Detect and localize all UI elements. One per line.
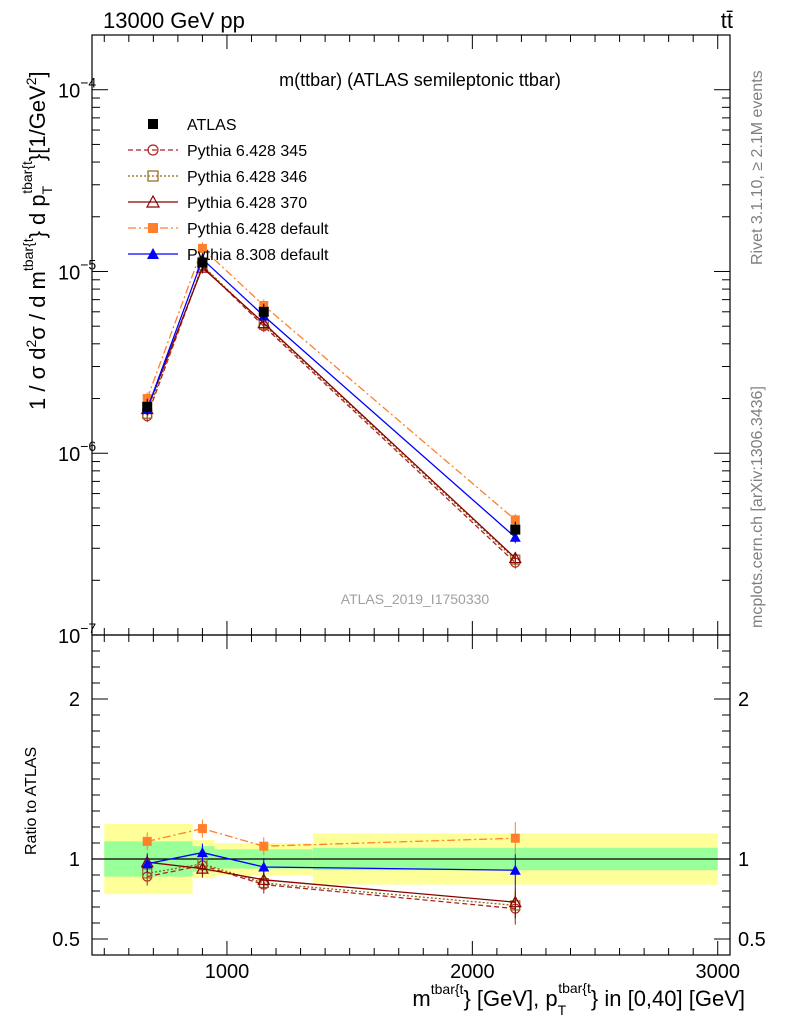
series-line bbox=[146, 264, 516, 564]
y-tick-label: 10−7 bbox=[58, 620, 96, 648]
ratio-line bbox=[147, 861, 516, 903]
ratio-y-tick-label-left: 0.5 bbox=[52, 929, 80, 951]
legend: ATLAS Pythia 6.428 345 Pythia 6.428 346 Pyt… bbox=[128, 117, 329, 264]
ratio-point bbox=[141, 858, 153, 869]
data-point bbox=[510, 524, 521, 535]
ratio-point bbox=[195, 861, 209, 874]
ratio-series-4 bbox=[141, 843, 521, 887]
y-tick-label: 10−4 bbox=[58, 75, 96, 103]
legend-marker bbox=[145, 194, 161, 208]
ratio-point bbox=[142, 836, 152, 846]
series-line bbox=[146, 266, 516, 559]
legend-entry-1: Pythia 6.428 345 bbox=[128, 143, 307, 160]
legend-entry-3: Pythia 6.428 370 bbox=[128, 194, 307, 212]
data-point bbox=[197, 243, 207, 253]
legend-marker bbox=[148, 223, 158, 233]
ratio-point bbox=[197, 824, 207, 834]
legend-marker bbox=[147, 144, 159, 156]
ratio-point bbox=[508, 895, 522, 908]
legend-entry-4: Pythia 6.428 default bbox=[128, 221, 329, 238]
main-series-0 bbox=[142, 254, 521, 538]
series-line bbox=[146, 257, 516, 538]
main-series-4 bbox=[142, 242, 520, 526]
ratio-point bbox=[257, 873, 271, 885]
ratio-point bbox=[510, 833, 520, 843]
main-series-5 bbox=[141, 253, 521, 544]
series-line bbox=[146, 247, 516, 521]
x-axis-title: mtbar{t} [GeV], pTtbar{t} in [0,40] [GeV… bbox=[412, 980, 745, 1018]
ratio-point bbox=[509, 864, 521, 875]
uncertainty-bands bbox=[92, 823, 730, 895]
main-y-axis-title: 1 / σ d2σ / d mtbar{t} d pTtbar{t}[1/GeV… bbox=[19, 71, 55, 410]
process-label: tt̄ bbox=[721, 8, 733, 33]
main-series-1 bbox=[142, 260, 521, 569]
y-tick-label: 10−6 bbox=[58, 438, 96, 466]
legend-entry-2: Pythia 6.428 346 bbox=[128, 169, 307, 186]
x-tick-label: 1000 bbox=[205, 961, 250, 983]
data-point bbox=[508, 551, 522, 564]
energy-label: 13000 GeV pp bbox=[103, 8, 245, 33]
source-url-label: mcplots.cern.ch [arXiv:1306.3436] bbox=[749, 386, 766, 628]
ratio-point bbox=[258, 861, 270, 872]
legend-label: Pythia 6.428 370 bbox=[187, 195, 307, 212]
ratio-y-tick-label-right: 0.5 bbox=[738, 929, 766, 951]
legend-entry-5: Pythia 8.308 default bbox=[128, 247, 329, 264]
svg-text:1 / σ d2σ / d mtbar{t} d pTtba: 1 / σ d2σ / d mtbar{t} d pTtbar{t}[1/GeV… bbox=[19, 71, 55, 410]
data-point bbox=[257, 316, 271, 329]
ratio-point bbox=[196, 847, 208, 858]
ratio-point bbox=[259, 841, 269, 851]
chart-title: m(ttbar) (ATLAS semileptonic ttbar) bbox=[279, 70, 561, 90]
ratio-plot-frame bbox=[91, 634, 731, 956]
legend-label: Pythia 6.428 346 bbox=[187, 169, 307, 186]
y-tick-label: 10−5 bbox=[58, 256, 96, 284]
ratio-line bbox=[147, 851, 516, 871]
ratio-y-axis-title: Ratio to ATLAS bbox=[23, 747, 40, 855]
legend-marker bbox=[147, 248, 159, 259]
legend-label: Pythia 8.308 default bbox=[187, 247, 329, 264]
analysis-watermark: ATLAS_2019_I1750330 bbox=[341, 591, 490, 607]
rivet-version-label: Rivet 3.1.10, ≥ 2.1M events bbox=[749, 70, 766, 265]
data-point bbox=[142, 401, 153, 412]
data-point bbox=[510, 515, 520, 525]
ratio-y-tick-label-left: 2 bbox=[69, 689, 80, 711]
x-tick-label: 2000 bbox=[450, 961, 495, 983]
legend-label: Pythia 6.428 345 bbox=[187, 143, 307, 160]
legend-label: Pythia 6.428 default bbox=[187, 221, 329, 238]
data-point bbox=[258, 306, 269, 317]
legend-entry-0: ATLAS bbox=[148, 117, 237, 134]
series-line bbox=[146, 264, 516, 561]
main-series-2 bbox=[142, 259, 521, 566]
legend-marker bbox=[147, 170, 159, 182]
svg-text:mtbar{t} [GeV], pTtbar{t} in [: mtbar{t} [GeV], pTtbar{t} in [0,40] [GeV… bbox=[412, 980, 745, 1018]
series-layer bbox=[140, 242, 522, 925]
axis-ticks: 1000 2000 3000 10−7 10−6 10−5 10−4 0.5 0.5 1 1 2 2 bbox=[52, 34, 766, 983]
main-series-3 bbox=[140, 260, 522, 565]
legend-label: ATLAS bbox=[187, 117, 237, 134]
ratio-y-tick-label-left: 1 bbox=[69, 849, 80, 871]
ratio-series-3 bbox=[142, 819, 520, 856]
data-point bbox=[142, 394, 152, 404]
data-point bbox=[197, 257, 208, 268]
ratio-line bbox=[147, 863, 516, 907]
x-tick-label: 3000 bbox=[695, 961, 740, 983]
ratio-y-tick-label-right: 1 bbox=[738, 849, 749, 871]
ratio-y-tick-label-right: 2 bbox=[738, 689, 749, 711]
ratio-line bbox=[147, 827, 516, 847]
ratio-line bbox=[147, 864, 516, 910]
legend-marker bbox=[148, 119, 158, 129]
